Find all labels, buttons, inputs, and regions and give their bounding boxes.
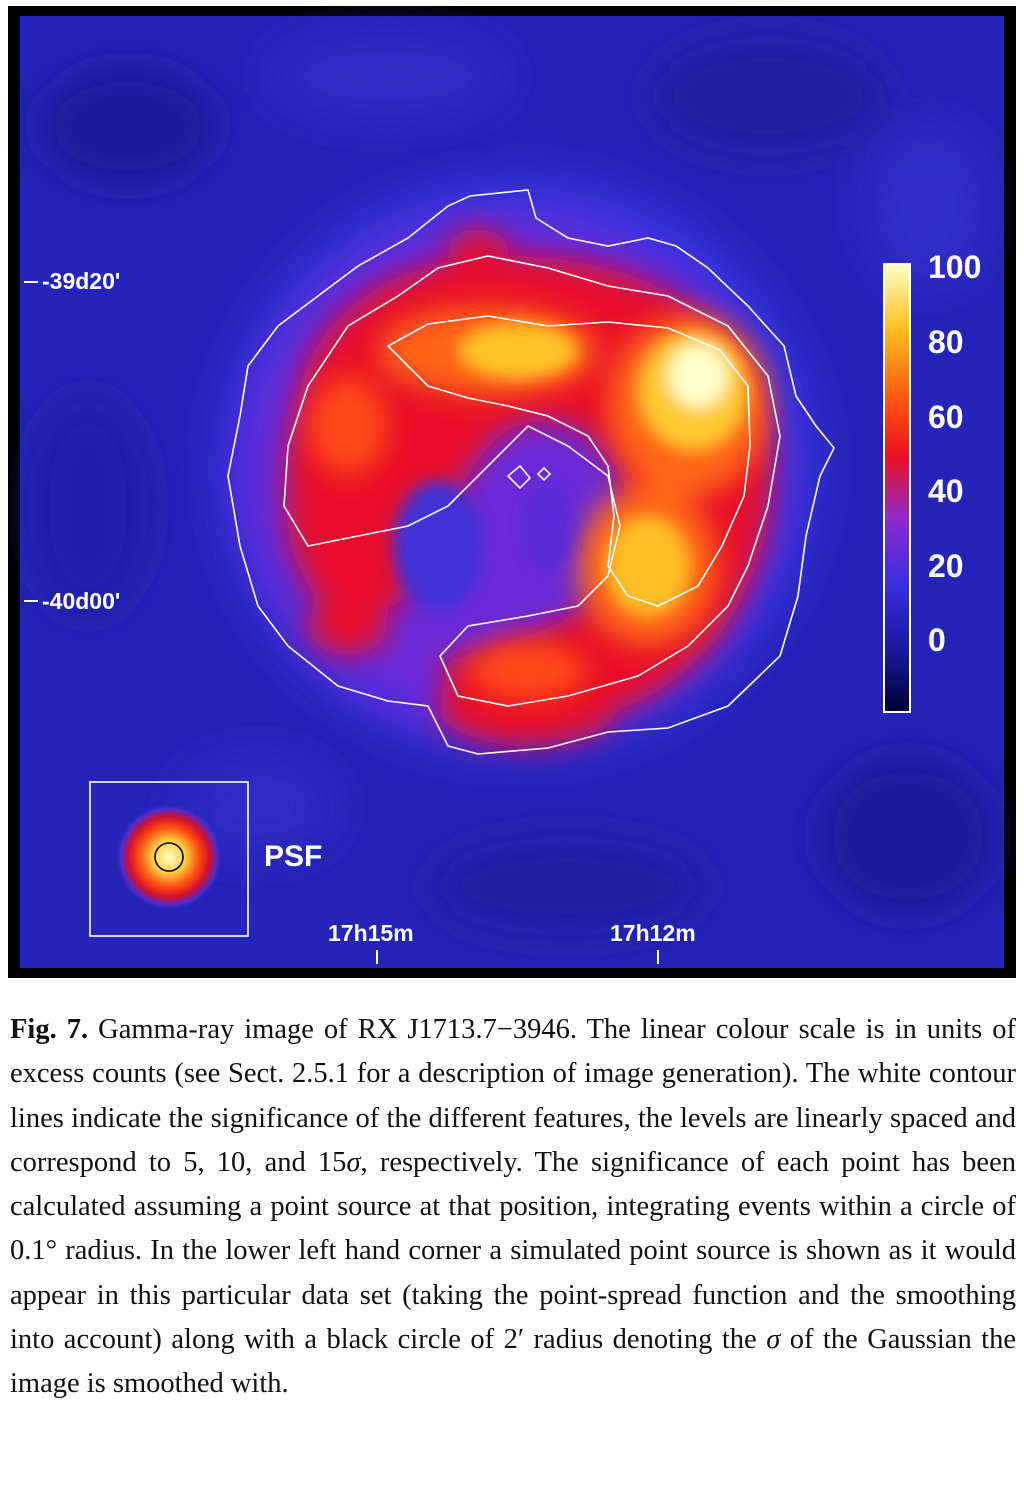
colorbar-tick-0: 0 [928,622,946,658]
figure-label: Fig. 7. [10,1014,89,1045]
colorbar-tick-100: 100 [928,249,982,285]
ra-label-1: 17h15m [328,920,414,946]
dec-label-2: -40d00' [42,588,121,614]
psf-inset [89,781,249,937]
gamma-ray-figure: -39d20' -40d00' 17h15m 17h12m PSF 100 80… [8,6,1016,978]
sigma-symbol-2: σ [766,1324,781,1356]
psf-sigma-circle [154,842,184,872]
colorbar-tick-40: 40 [928,473,964,509]
dec-label-1: -39d20' [42,268,121,294]
caption-text-2: , respectively. The significance of each… [10,1146,1016,1356]
sigma-symbol-1: σ [346,1146,361,1178]
contour-10-sigma [283,255,781,707]
psf-source [115,803,223,911]
colorbar-tick-60: 60 [928,399,964,435]
contour-small-2 [536,466,552,482]
psf-label: PSF [264,840,323,873]
colorbar-tick-20: 20 [928,548,964,584]
remnant-emission [218,176,818,756]
gamma-ray-image [20,16,1004,968]
caption-text-1: Gamma-ray image of RX J1713.7−3946. The … [10,1014,1016,1178]
colorbar [883,263,911,713]
ra-label-2: 17h12m [610,920,696,946]
significance-contours [227,189,835,755]
contour-5-sigma [227,189,835,755]
caption-text-3: of the Gaussian the image is smoothed wi… [10,1324,1016,1400]
colorbar-gradient [883,263,911,713]
psf-box [89,781,249,937]
contour-small-1 [506,464,532,490]
colorbar-tick-80: 80 [928,324,964,360]
contour-15-sigma [386,315,751,607]
background-noise [28,31,998,936]
figure-caption: Fig. 7. Gamma-ray image of RX J1713.7−39… [10,1008,1016,1407]
